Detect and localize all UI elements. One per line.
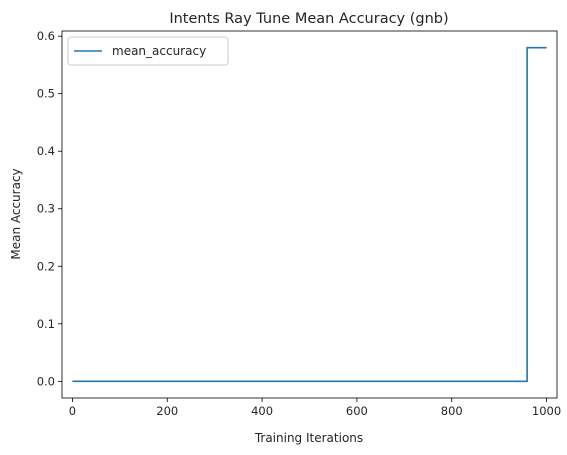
x-tick-label: 400 <box>251 404 273 418</box>
chart-title: Intents Ray Tune Mean Accuracy (gnb) <box>169 11 448 27</box>
y-tick-label: 0.0 <box>37 374 55 388</box>
legend: mean_accuracy <box>68 37 228 65</box>
x-axis: 0 200 400 600 800 1000 <box>69 398 561 418</box>
x-tick-label: 1000 <box>532 404 561 418</box>
series-layer <box>72 48 546 382</box>
x-tick-label: 200 <box>156 404 178 418</box>
y-tick-label: 0.6 <box>37 29 55 43</box>
y-axis-label: Mean Accuracy <box>9 168 23 259</box>
y-tick-label: 0.3 <box>37 202 55 216</box>
x-axis-label: Training Iterations <box>254 431 363 445</box>
y-tick-label: 0.4 <box>37 144 55 158</box>
x-tick-label: 800 <box>441 404 463 418</box>
x-tick-label: 0 <box>69 404 76 418</box>
series-line-mean_accuracy <box>72 48 546 382</box>
plot-area <box>62 31 557 398</box>
y-tick-label: 0.2 <box>37 259 55 273</box>
y-tick-label: 0.5 <box>37 87 55 101</box>
y-axis: 0.0 0.1 0.2 0.3 0.4 0.5 0.6 <box>37 29 62 388</box>
y-tick-label: 0.1 <box>37 317 55 331</box>
x-tick-label: 600 <box>346 404 368 418</box>
legend-label: mean_accuracy <box>112 44 206 58</box>
